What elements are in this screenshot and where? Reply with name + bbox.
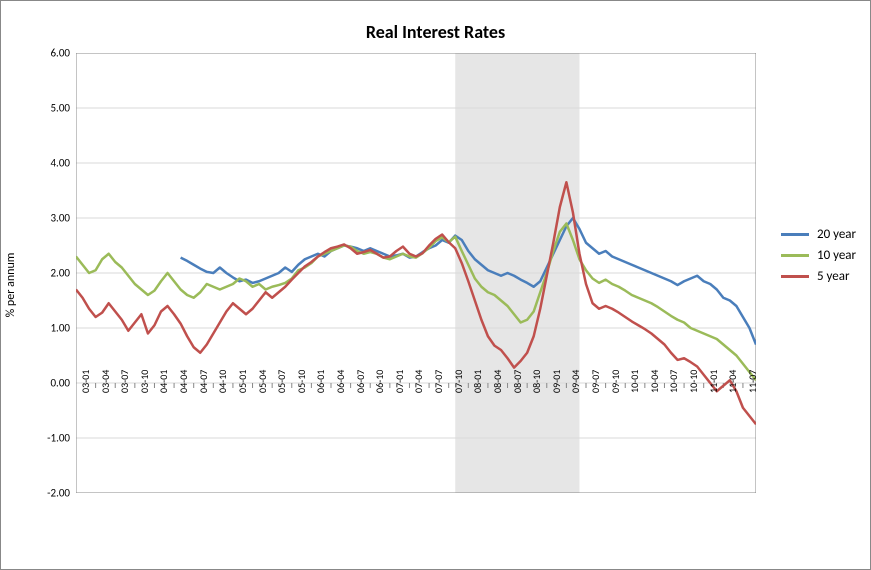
x-tick-label: 11-04 (726, 370, 739, 393)
series-10-year (76, 224, 756, 381)
y-tick-label: 2.00 (36, 267, 70, 280)
plot-area (76, 53, 756, 493)
legend-swatch (781, 233, 809, 236)
x-tick-label: 05-10 (295, 370, 308, 393)
x-tick-label: 03-01 (79, 370, 92, 393)
x-tick-label: 06-10 (373, 370, 386, 393)
x-tick-label: 10-04 (648, 370, 661, 393)
x-tick-label: 09-04 (569, 370, 582, 393)
x-tick-label: 06-07 (354, 370, 367, 393)
legend: 20 year 10 year 5 year (781, 221, 856, 290)
x-tick-label: 04-01 (157, 370, 170, 393)
x-tick-label: 08-07 (511, 370, 524, 393)
x-tick-label: 11-07 (746, 370, 759, 393)
x-tick-label: 05-07 (275, 370, 288, 393)
x-tick-label: 08-10 (530, 370, 543, 393)
legend-item: 10 year (781, 248, 856, 263)
x-tick-label: 03-10 (138, 370, 151, 393)
y-tick-label: -1.00 (36, 432, 70, 445)
x-tick-label: 11-01 (707, 370, 720, 393)
x-tick-label: 04-07 (197, 370, 210, 393)
x-tick-label: 06-01 (314, 370, 327, 393)
y-tick-label: -2.00 (36, 487, 70, 500)
x-tick-label: 06-04 (334, 370, 347, 393)
y-tick-label: 0.00 (36, 377, 70, 390)
legend-swatch (781, 254, 809, 257)
x-tick-label: 09-01 (550, 370, 563, 393)
y-tick-label: 3.00 (36, 212, 70, 225)
x-tick-label: 05-01 (236, 370, 249, 393)
legend-swatch (781, 275, 809, 278)
x-tick-label: 05-04 (256, 370, 269, 393)
legend-label: 20 year (817, 227, 856, 242)
chart-frame: Real Interest Rates % per annum 20 year 1… (0, 0, 871, 570)
x-tick-label: 10-10 (687, 370, 700, 393)
x-tick-label: 09-10 (609, 370, 622, 393)
legend-label: 10 year (817, 248, 856, 263)
y-tick-label: 6.00 (36, 47, 70, 60)
x-tick-label: 10-07 (667, 370, 680, 393)
y-tick-label: 1.00 (36, 322, 70, 335)
x-tick-label: 04-04 (177, 370, 190, 393)
x-tick-label: 07-07 (432, 370, 445, 393)
x-tick-label: 08-01 (471, 370, 484, 393)
legend-item: 20 year (781, 227, 856, 242)
legend-label: 5 year (817, 269, 849, 284)
x-tick-label: 04-10 (216, 370, 229, 393)
x-tick-label: 03-04 (99, 370, 112, 393)
y-tick-label: 5.00 (36, 102, 70, 115)
x-tick-label: 08-04 (491, 370, 504, 393)
x-tick-label: 07-01 (393, 370, 406, 393)
legend-item: 5 year (781, 269, 856, 284)
x-tick-label: 10-01 (628, 370, 641, 393)
x-tick-label: 07-04 (412, 370, 425, 393)
x-tick-label: 03-07 (118, 370, 131, 393)
y-tick-label: 4.00 (36, 157, 70, 170)
x-tick-label: 07-10 (452, 370, 465, 393)
chart-title: Real Interest Rates (1, 21, 870, 43)
x-tick-label: 09-07 (589, 370, 602, 393)
y-axis-label: % per annum (4, 253, 18, 318)
